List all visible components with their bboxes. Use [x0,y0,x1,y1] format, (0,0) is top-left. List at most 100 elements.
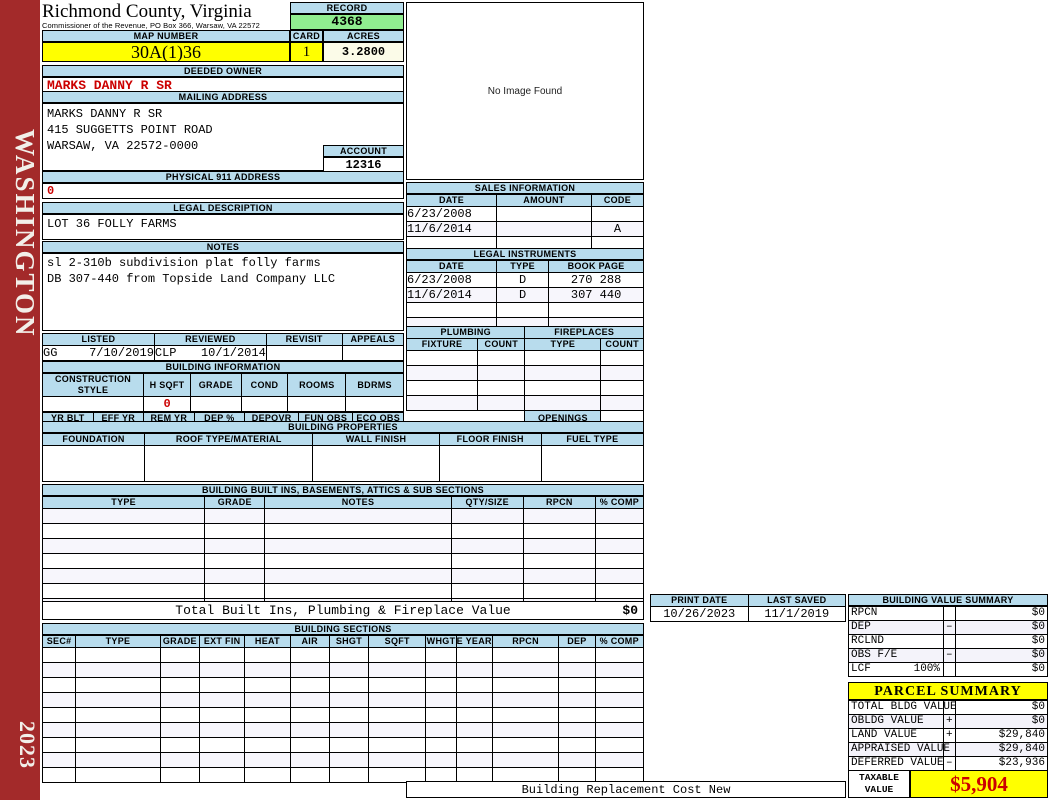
sale-code: A [590,221,645,237]
physical-911-address-label: PHYSICAL 911 ADDRESS [42,171,404,183]
table-row[interactable]: 6/23/2008 D 270 288 [405,272,644,288]
table-row[interactable] [41,445,645,482]
col-fixture: FIXTURE [405,338,479,351]
sec-num [41,677,77,693]
sec-pct-comp [594,647,644,663]
table-row[interactable] [41,722,644,738]
table-row[interactable] [41,707,644,723]
sec-heat [244,767,291,783]
table-row[interactable] [41,692,644,708]
bvs-lcf-percent: 100% [913,663,940,675]
fireplaces-title: FIREPLACES [524,326,644,339]
col-foundation: FOUNDATION [41,433,146,446]
sec-air [289,752,330,768]
map-number-value[interactable]: 30A(1)36 [42,42,290,62]
table-row[interactable] [41,568,645,584]
table-row[interactable] [41,508,645,524]
sec-shgt [328,692,370,708]
table-row[interactable] [41,767,644,783]
col-wall-finish: WALL FINISH [312,433,440,446]
sec-whgt [425,737,457,753]
col-dep: DEP [558,635,596,648]
fireplace-type [524,395,602,411]
sec-num [41,692,77,708]
table-row[interactable]: 11/6/2014 A [405,221,645,237]
plumbing-fireplaces-table: PLUMBING FIREPLACES FIXTURE COUNT TYPE C… [405,326,644,426]
plumbing-count [477,350,526,366]
sec-num [41,752,77,768]
sec-type [75,692,161,708]
table-row[interactable]: 6/23/2008 [405,206,645,222]
built-in-type [41,553,206,569]
sec-rpcn [491,677,560,693]
table-row[interactable] [41,752,644,768]
fuel-type-value [540,445,645,482]
last-saved-label: LAST SAVED [747,594,846,607]
table-row[interactable] [41,647,644,663]
table-row[interactable]: 0 [41,396,404,412]
sec-dep [558,752,596,768]
mailing-line-4: WARSAW, VA 22572-0000 [47,139,199,153]
table-row[interactable] [41,737,644,753]
table-row[interactable]: 11/6/2014 D 307 440 [405,287,644,303]
sale-date: 11/6/2014 [405,221,498,237]
taxable-value-label: TAXABLE VALUE [848,770,910,798]
sec-rpcn [491,722,560,738]
table-row[interactable] [41,583,645,599]
table-row[interactable] [405,350,644,366]
table-row[interactable] [405,302,644,318]
sec-ext-fin [198,752,246,768]
built-in-qty-size [450,553,524,569]
bvs-value-rclnd: $0 [955,634,1048,649]
sec-num [41,767,77,783]
table-row[interactable] [41,538,645,554]
table-row[interactable] [405,380,644,396]
sec-e-year [455,692,493,708]
taxable-label-line-1: TAXABLE [859,772,899,783]
ps-value-deferred-value: $23,936 [955,756,1048,771]
sec-dep [558,692,596,708]
col-floor-finish: FLOOR FINISH [438,433,542,446]
table-row[interactable] [41,553,645,569]
cond-value [240,396,289,412]
built-in-grade [204,508,266,524]
sec-air [289,737,330,753]
plumbing-count [477,365,526,381]
sec-shgt [328,722,370,738]
card-value[interactable]: 1 [290,42,323,62]
plumbing-fixture [405,350,479,366]
table-row[interactable] [41,523,645,539]
sec-air [289,707,330,723]
fireplace-count [600,350,644,366]
ps-value-obldg-value: $0 [955,714,1048,729]
legal-description-value: LOT 36 FOLLY FARMS [42,214,404,240]
table-row[interactable] [41,677,644,693]
sec-e-year [455,737,493,753]
built-in-pct-comp [594,568,645,584]
sec-whgt [425,707,457,723]
print-date-value: 10/26/2023 [650,606,749,622]
instrument-bookpage [548,302,644,318]
roof-type-material-value [144,445,314,482]
col-grade: GRADE [190,373,242,397]
account-label: ACCOUNT [323,145,404,157]
instrument-type [496,302,550,318]
building-value-summary-section: BUILDING VALUE SUMMARY RPCN $0 DEP – $0 … [848,594,1048,677]
built-in-rpcn [522,538,596,554]
table-row[interactable] [405,395,644,411]
grade-value [190,396,242,412]
sec-dep [558,722,596,738]
sec-rpcn [491,737,560,753]
reviewed-label: REVIEWED [153,333,267,346]
table-row[interactable] [41,662,644,678]
built-in-notes [264,538,452,554]
table-row[interactable] [405,365,644,381]
col-rpcn: RPCN [491,635,560,648]
sec-pct-comp [594,752,644,768]
sec-ext-fin [198,662,246,678]
col-fireplace-count: COUNT [600,338,644,351]
reviewed-by: CLP [153,345,191,361]
table-row[interactable]: GG 7/10/2019 CLP 10/1/2014 [41,345,405,361]
sec-air [289,647,330,663]
record-label: RECORD [290,2,404,14]
